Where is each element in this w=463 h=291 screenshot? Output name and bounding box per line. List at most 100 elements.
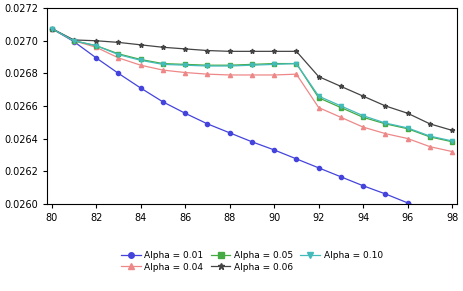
Alpha = 0.06 bbox=[116, 41, 121, 44]
Line: Alpha = 0.01: Alpha = 0.01 bbox=[50, 26, 454, 222]
Alpha = 0.06 bbox=[182, 47, 188, 51]
Alpha = 0.01 bbox=[338, 175, 344, 179]
Alpha = 0.01 bbox=[382, 192, 388, 196]
Alpha = 0.04 bbox=[294, 72, 299, 76]
Alpha = 0.04 bbox=[427, 145, 433, 148]
Alpha = 0.04 bbox=[405, 137, 410, 140]
Alpha = 0.05 bbox=[338, 106, 344, 109]
Alpha = 0.06 bbox=[450, 129, 455, 132]
Alpha = 0.10 bbox=[71, 39, 77, 42]
Alpha = 0.05 bbox=[427, 135, 433, 139]
Alpha = 0.10 bbox=[182, 63, 188, 67]
Alpha = 0.06 bbox=[382, 104, 388, 108]
Alpha = 0.04 bbox=[338, 116, 344, 119]
Alpha = 0.10 bbox=[116, 53, 121, 56]
Line: Alpha = 0.05: Alpha = 0.05 bbox=[50, 26, 454, 144]
Alpha = 0.10 bbox=[338, 104, 344, 108]
Alpha = 0.06 bbox=[294, 49, 299, 53]
Alpha = 0.01 bbox=[450, 218, 455, 222]
Alpha = 0.01 bbox=[49, 27, 55, 30]
Alpha = 0.04 bbox=[382, 132, 388, 135]
Alpha = 0.06 bbox=[138, 43, 144, 47]
Alpha = 0.01 bbox=[71, 40, 77, 43]
Alpha = 0.04 bbox=[160, 68, 166, 72]
Alpha = 0.10 bbox=[49, 27, 55, 30]
Alpha = 0.01 bbox=[116, 72, 121, 75]
Alpha = 0.05 bbox=[405, 127, 410, 130]
Alpha = 0.01 bbox=[249, 140, 255, 143]
Alpha = 0.06 bbox=[94, 39, 99, 42]
Alpha = 0.10 bbox=[205, 64, 210, 68]
Alpha = 0.04 bbox=[138, 63, 144, 67]
Alpha = 0.04 bbox=[94, 45, 99, 49]
Alpha = 0.05 bbox=[227, 63, 232, 67]
Alpha = 0.01 bbox=[94, 56, 99, 60]
Alpha = 0.10 bbox=[360, 114, 366, 118]
Alpha = 0.06 bbox=[160, 45, 166, 49]
Alpha = 0.06 bbox=[360, 94, 366, 98]
Alpha = 0.04 bbox=[116, 56, 121, 60]
Alpha = 0.01 bbox=[160, 100, 166, 104]
Alpha = 0.10 bbox=[294, 62, 299, 65]
Alpha = 0.05 bbox=[138, 58, 144, 61]
Alpha = 0.05 bbox=[249, 63, 255, 66]
Alpha = 0.04 bbox=[205, 72, 210, 76]
Alpha = 0.06 bbox=[271, 49, 277, 53]
Alpha = 0.06 bbox=[249, 49, 255, 53]
Alpha = 0.01 bbox=[360, 184, 366, 187]
Alpha = 0.04 bbox=[271, 73, 277, 77]
Alpha = 0.05 bbox=[94, 44, 99, 47]
Alpha = 0.05 bbox=[49, 27, 55, 30]
Alpha = 0.06 bbox=[227, 49, 232, 53]
Alpha = 0.10 bbox=[382, 121, 388, 125]
Alpha = 0.10 bbox=[450, 139, 455, 143]
Alpha = 0.10 bbox=[405, 126, 410, 130]
Alpha = 0.05 bbox=[71, 39, 77, 42]
Alpha = 0.01 bbox=[227, 131, 232, 134]
Alpha = 0.06 bbox=[405, 111, 410, 115]
Alpha = 0.01 bbox=[294, 157, 299, 161]
Alpha = 0.10 bbox=[427, 134, 433, 138]
Alpha = 0.04 bbox=[316, 106, 321, 109]
Alpha = 0.01 bbox=[427, 210, 433, 214]
Alpha = 0.10 bbox=[160, 63, 166, 66]
Alpha = 0.04 bbox=[71, 39, 77, 42]
Alpha = 0.01 bbox=[405, 201, 410, 205]
Alpha = 0.10 bbox=[227, 64, 232, 68]
Alpha = 0.05 bbox=[450, 140, 455, 143]
Alpha = 0.06 bbox=[71, 38, 77, 42]
Legend: Alpha = 0.01, Alpha = 0.04, Alpha = 0.05, Alpha = 0.06, Alpha = 0.10: Alpha = 0.01, Alpha = 0.04, Alpha = 0.05… bbox=[117, 247, 387, 275]
Alpha = 0.05 bbox=[271, 62, 277, 65]
Alpha = 0.04 bbox=[360, 125, 366, 129]
Alpha = 0.06 bbox=[427, 122, 433, 126]
Alpha = 0.05 bbox=[182, 63, 188, 66]
Alpha = 0.10 bbox=[249, 63, 255, 67]
Alpha = 0.01 bbox=[316, 166, 321, 170]
Alpha = 0.05 bbox=[382, 122, 388, 126]
Alpha = 0.06 bbox=[338, 85, 344, 88]
Alpha = 0.10 bbox=[316, 94, 321, 98]
Alpha = 0.05 bbox=[316, 96, 321, 100]
Alpha = 0.01 bbox=[271, 148, 277, 152]
Alpha = 0.04 bbox=[450, 150, 455, 153]
Alpha = 0.05 bbox=[360, 116, 366, 119]
Line: Alpha = 0.06: Alpha = 0.06 bbox=[49, 26, 455, 133]
Alpha = 0.10 bbox=[138, 58, 144, 62]
Alpha = 0.06 bbox=[49, 27, 55, 30]
Alpha = 0.01 bbox=[182, 111, 188, 115]
Alpha = 0.05 bbox=[160, 62, 166, 65]
Alpha = 0.06 bbox=[205, 49, 210, 52]
Alpha = 0.05 bbox=[294, 62, 299, 65]
Alpha = 0.04 bbox=[182, 71, 188, 74]
Alpha = 0.10 bbox=[271, 63, 277, 66]
Alpha = 0.01 bbox=[138, 86, 144, 90]
Alpha = 0.06 bbox=[316, 75, 321, 78]
Alpha = 0.01 bbox=[205, 122, 210, 126]
Line: Alpha = 0.04: Alpha = 0.04 bbox=[50, 26, 454, 154]
Alpha = 0.05 bbox=[116, 52, 121, 56]
Alpha = 0.04 bbox=[249, 73, 255, 77]
Alpha = 0.04 bbox=[227, 73, 232, 77]
Line: Alpha = 0.10: Alpha = 0.10 bbox=[50, 26, 454, 143]
Alpha = 0.10 bbox=[94, 44, 99, 47]
Alpha = 0.04 bbox=[49, 27, 55, 30]
